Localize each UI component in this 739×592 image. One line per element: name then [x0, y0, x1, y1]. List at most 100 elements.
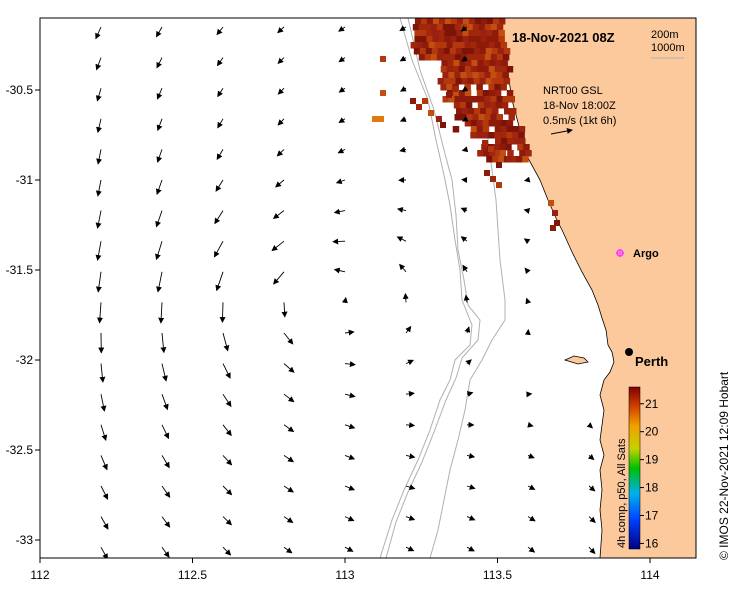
- sst-pixel: [476, 132, 483, 139]
- current-arrow: [161, 485, 171, 498]
- colorbar-tick-label: 17: [645, 508, 659, 522]
- sst-pixel: [446, 84, 453, 91]
- sst-pixel: [484, 24, 492, 31]
- sst-pixel: [492, 18, 500, 25]
- sst-pixel: [548, 200, 554, 206]
- sst-pixel: [440, 84, 447, 91]
- sst-pixel: [436, 24, 444, 31]
- current-arrow: [156, 88, 163, 100]
- sst-pixel: [485, 78, 493, 85]
- current-arrow: [333, 208, 346, 215]
- current-arrow: [222, 332, 230, 352]
- current-arrow: [405, 484, 416, 491]
- sst-pixel: [436, 116, 442, 122]
- sst-pixel: [468, 30, 475, 37]
- x-tick-label: 113: [335, 568, 354, 582]
- sst-pixel: [489, 60, 496, 67]
- sst-pixel: [442, 24, 450, 31]
- current-arrow: [461, 116, 469, 122]
- current-arrow: [156, 149, 163, 163]
- sst-pixel: [510, 156, 517, 163]
- current-arrow: [100, 424, 108, 442]
- current-arrow: [465, 359, 472, 366]
- sst-pixel: [488, 42, 496, 49]
- current-arrow: [222, 424, 232, 437]
- sst-pixel: [437, 78, 445, 85]
- sst-pixel: [478, 72, 485, 79]
- scale-arrow: [550, 127, 573, 135]
- sst-pixel: [492, 30, 499, 37]
- sst-pixel: [462, 36, 469, 43]
- sst-pixel: [490, 54, 498, 61]
- current-arrow: [160, 332, 167, 354]
- current-arrow: [588, 516, 596, 523]
- sst-pixel: [378, 116, 384, 122]
- current-arrow: [155, 179, 163, 195]
- sst-pixel: [420, 30, 427, 37]
- sst-pixel: [500, 150, 506, 156]
- sst-pixel: [498, 36, 505, 43]
- current-arrow: [399, 146, 407, 153]
- sst-pixel: [477, 60, 484, 67]
- sst-pixel: [496, 24, 504, 31]
- colorbar-tick-label: 16: [645, 536, 659, 550]
- current-arrow: [215, 179, 224, 192]
- current-arrow: [344, 454, 356, 460]
- colorbar-tick-label: 18: [645, 481, 659, 495]
- sst-pixel: [496, 162, 502, 168]
- current-arrow: [283, 332, 294, 345]
- sst-pixel: [484, 170, 490, 176]
- current-arrow: [216, 57, 224, 67]
- current-arrow: [216, 26, 224, 36]
- x-tick-label: 114: [640, 568, 659, 582]
- sst-pixel: [380, 56, 386, 62]
- sst-pixel: [450, 36, 457, 43]
- sst-pixel: [502, 96, 509, 103]
- sst-pixel: [496, 72, 503, 79]
- current-arrow: [283, 393, 295, 403]
- sst-pixel: [440, 66, 448, 73]
- sst-pixel: [430, 24, 438, 31]
- current-arrow: [405, 545, 415, 552]
- sst-pixel: [425, 48, 433, 55]
- sst-pixel: [450, 30, 457, 37]
- current-arrow: [466, 545, 475, 552]
- sst-pixel: [492, 156, 499, 163]
- colorbar-tick-label: 21: [645, 397, 659, 411]
- sst-pixel: [501, 60, 508, 67]
- current-arrow: [396, 236, 407, 242]
- sst-pixel: [480, 36, 487, 43]
- current-arrow: [405, 422, 416, 429]
- sst-pixel: [466, 54, 474, 61]
- current-arrow: [283, 546, 293, 554]
- sst-pixel: [465, 60, 472, 67]
- sst-pixel: [488, 90, 496, 97]
- sst-pixel: [488, 120, 496, 127]
- sst-pixel: [443, 48, 451, 55]
- sst-pixel: [518, 132, 525, 139]
- colorbar-tick-label: 19: [645, 453, 659, 467]
- sst-pixel: [452, 66, 460, 73]
- current-arrow: [161, 516, 171, 528]
- current-arrow: [461, 55, 468, 62]
- sst-pixel: [503, 78, 511, 85]
- sst-pixel: [482, 126, 490, 133]
- current-arrow: [461, 85, 469, 92]
- sst-pixel: [448, 96, 455, 103]
- sst-pixel: [424, 24, 432, 31]
- sst-pixel: [453, 60, 460, 67]
- sst-pixel: [444, 36, 451, 43]
- current-arrow: [402, 292, 409, 303]
- sst-pixel: [442, 72, 449, 79]
- sst-pixel: [500, 66, 508, 73]
- sst-pixel: [418, 54, 426, 61]
- sst-pixel: [483, 150, 490, 157]
- sst-pixel: [502, 54, 510, 61]
- current-arrow: [222, 516, 233, 526]
- sst-pixel: [525, 150, 532, 157]
- sst-pixel: [455, 78, 463, 85]
- sst-pixel: [494, 84, 501, 91]
- sst-pixel: [426, 18, 434, 25]
- sst-pixel: [483, 60, 490, 67]
- sst-pixel: [500, 120, 508, 127]
